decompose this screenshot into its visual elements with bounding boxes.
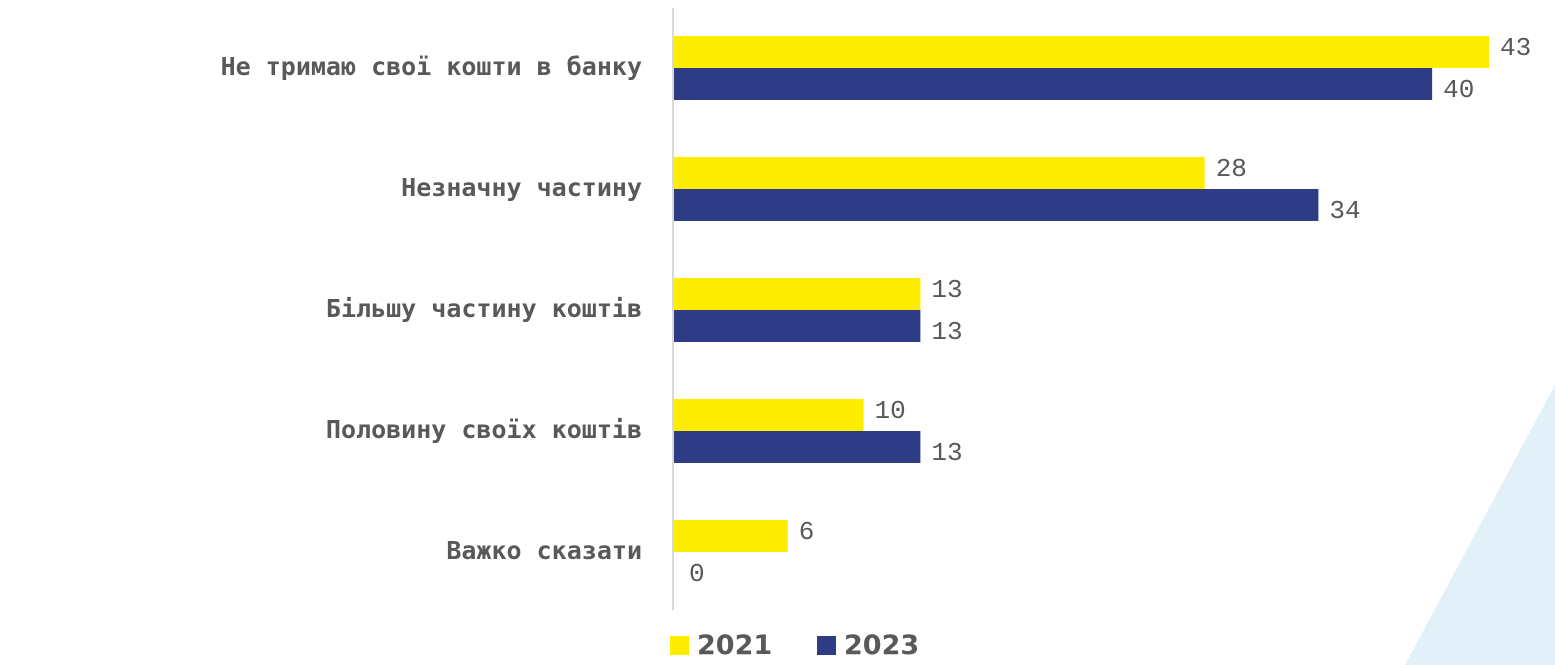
bars-layer: [674, 36, 1489, 552]
data-label-2023: 40: [1443, 75, 1474, 105]
legend-swatch-2023: [817, 636, 836, 655]
data-label-2023: 0: [689, 559, 705, 589]
category-label: Більшу частину коштів: [326, 294, 642, 323]
data-label-2021: 6: [799, 517, 815, 547]
legend-swatch-2021: [670, 636, 689, 655]
legend: 2021 2023: [670, 630, 919, 661]
data-label-2023: 34: [1329, 196, 1360, 226]
bar-2023: [674, 431, 921, 463]
category-label: Незначну частину: [401, 173, 642, 202]
bar-2023: [674, 68, 1433, 100]
background-stripe-decoration: [1405, 385, 1555, 665]
data-label-2021: 43: [1500, 33, 1531, 63]
data-label-2023: 13: [931, 317, 962, 347]
data-label-2021: 28: [1216, 154, 1247, 184]
category-label: Половину своїх коштів: [326, 415, 642, 444]
data-label-2021: 10: [875, 396, 906, 426]
category-labels: Не тримаю свої кошти в банку Незначну час…: [221, 52, 642, 565]
bar-2021: [674, 520, 788, 552]
bar-2021: [674, 399, 864, 431]
category-label: Важко сказати: [446, 536, 642, 565]
legend-label-2023: 2023: [844, 630, 919, 661]
legend-label-2021: 2021: [697, 630, 772, 661]
data-label-2021: 13: [931, 275, 962, 305]
bar-2023: [674, 189, 1319, 221]
data-labels: 43 40 28 34 13 13 10 13 6 0: [689, 33, 1531, 589]
category-label: Не тримаю свої кошти в банку: [221, 52, 642, 81]
bar-2023: [674, 310, 921, 342]
bar-2021: [674, 157, 1205, 189]
bar-2021: [674, 278, 921, 310]
bar-2021: [674, 36, 1489, 68]
data-label-2023: 13: [931, 438, 962, 468]
